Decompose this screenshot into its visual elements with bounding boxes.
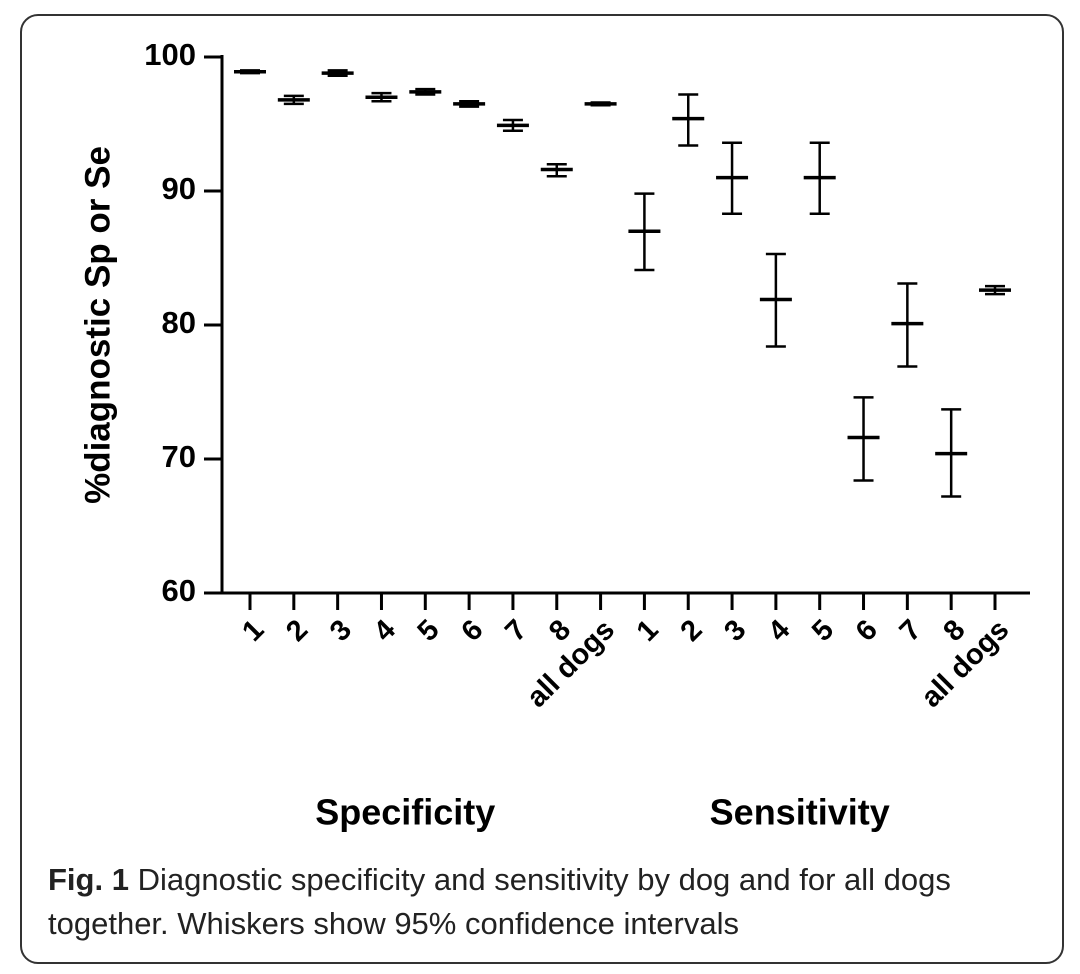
group-label: Sensitivity [710,792,890,833]
group-label: Specificity [315,792,495,833]
y-tick-label: 90 [162,171,196,206]
x-tick-label: 4 [368,614,402,648]
caption-text: Diagnostic specificity and sensitivity b… [48,862,951,941]
y-tick-label: 80 [162,305,196,340]
caption: Fig. 1 Diagnostic specificity and sensit… [48,858,1048,946]
x-tick-label: 5 [412,614,446,648]
x-tick-label: all dogs [521,614,621,714]
x-tick-label: 3 [324,614,358,648]
x-tick-label: 6 [850,614,884,648]
y-tick-label: 60 [162,573,196,608]
x-tick-label: 2 [675,614,709,648]
y-tick-label: 100 [144,37,196,72]
x-tick-label: 7 [894,614,928,648]
caption-label: Fig. 1 [48,862,129,897]
x-tick-label: 7 [499,614,533,648]
y-tick-label: 70 [162,439,196,474]
x-tick-label: 6 [455,614,489,648]
x-tick-label: 1 [631,614,665,648]
figure-frame [20,14,1064,964]
x-tick-label: 2 [280,614,314,648]
x-tick-label: 1 [236,614,270,648]
x-tick-label: 5 [806,614,840,648]
x-tick-label: 4 [762,614,796,648]
x-tick-label: all dogs [915,614,1015,714]
y-axis-label: %diagnostic Sp or Se [78,146,117,504]
x-tick-label: 3 [718,614,752,648]
